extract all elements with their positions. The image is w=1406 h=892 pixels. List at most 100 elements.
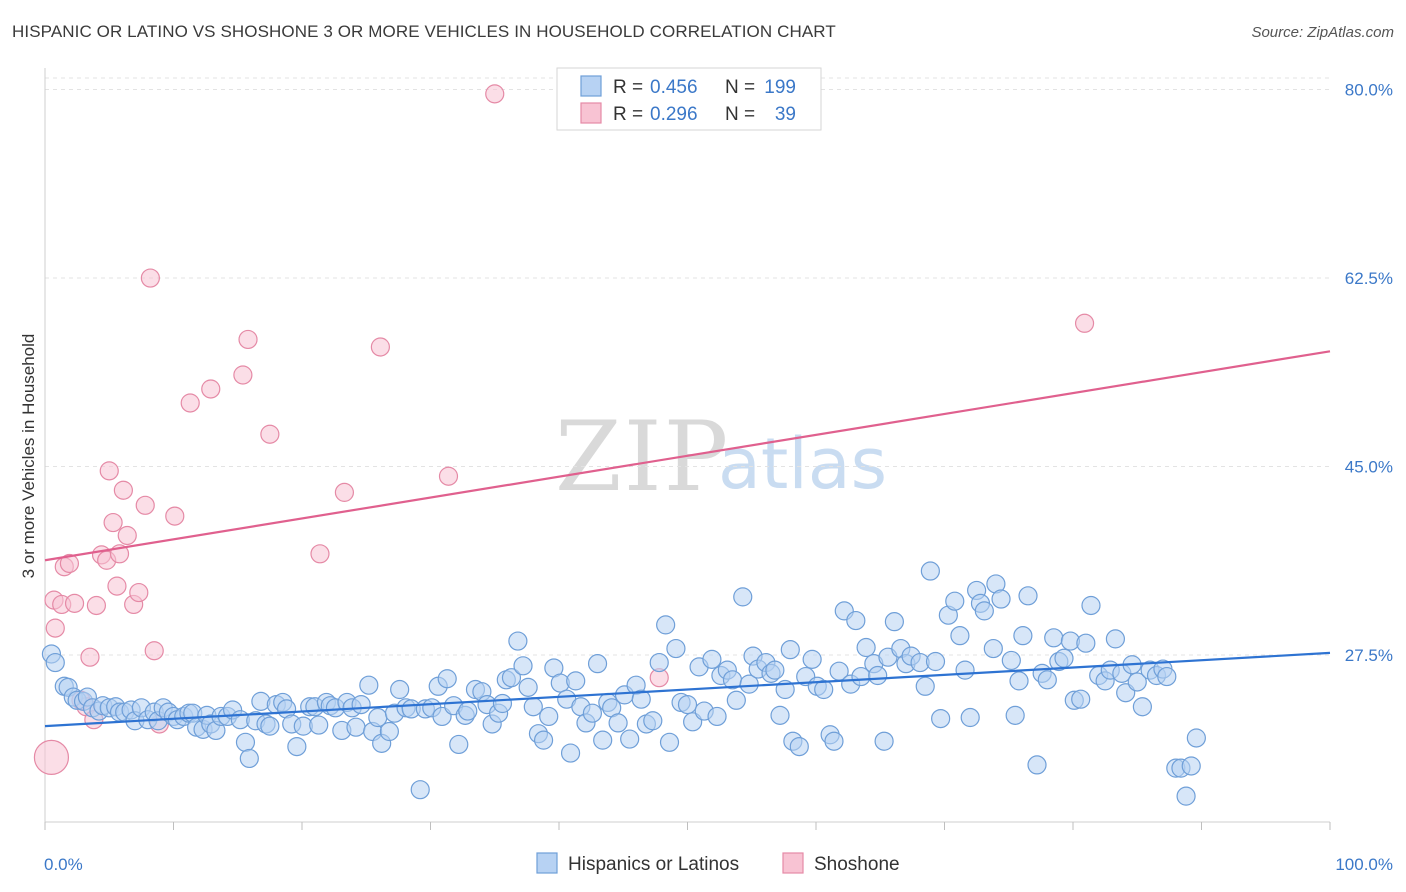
- shoshone-point: [144, 641, 164, 661]
- hispanic-point: [501, 668, 522, 688]
- hispanic-points: [41, 561, 1206, 806]
- shoshone-point: [59, 553, 80, 574]
- hispanic-point: [437, 669, 457, 689]
- hispanic-point: [251, 691, 271, 711]
- legend-swatch-blue: [580, 75, 602, 97]
- hispanic-point: [884, 612, 904, 632]
- shoshone-point: [117, 525, 137, 546]
- hispanic-point: [707, 706, 727, 727]
- hispanic-point: [1044, 628, 1064, 648]
- y-tick-label: 45.0%: [1345, 458, 1393, 477]
- hispanic-point: [856, 637, 876, 658]
- hispanic-point: [523, 697, 543, 717]
- legend-n-value-1: 199: [764, 77, 796, 98]
- shoshone-point: [370, 337, 390, 357]
- shoshone-point: [201, 379, 221, 399]
- hispanic-point: [1037, 670, 1057, 690]
- hispanic-point: [780, 640, 800, 660]
- watermark: ZIP atlas: [555, 401, 887, 513]
- hispanic-point: [508, 631, 528, 651]
- legend-n-label-1: N =: [725, 77, 755, 98]
- top-legend: R = 0.456 N = 199 R = 0.296 N = 39: [556, 67, 822, 131]
- shoshone-point: [99, 461, 119, 481]
- hispanic-point: [539, 706, 559, 727]
- hispanic-point: [410, 780, 430, 800]
- legend-r-label-1: R =: [613, 77, 643, 98]
- hispanic-point: [518, 677, 538, 697]
- hispanic-point: [991, 589, 1011, 609]
- hispanic-point: [677, 694, 698, 715]
- hispanic-point: [45, 652, 65, 673]
- hispanic-point: [513, 656, 533, 676]
- hispanic-point: [874, 731, 894, 751]
- x-axis-ticks: [44, 822, 1331, 830]
- hispanic-point: [582, 703, 603, 723]
- y-axis-title: 3 or more Vehicles in Household: [19, 334, 38, 579]
- hispanic-point: [983, 638, 1003, 659]
- y-tick-label: 80.0%: [1345, 81, 1393, 100]
- shoshone-point: [129, 582, 149, 603]
- shoshone-point: [135, 495, 155, 515]
- shoshone-point: [260, 424, 280, 444]
- hispanic-point: [1005, 705, 1025, 725]
- hispanic-trend-line: [44, 651, 1331, 728]
- hispanic-point: [739, 674, 759, 694]
- hispanic-point: [1013, 626, 1033, 646]
- hispanic-point: [770, 705, 790, 725]
- hispanic-point: [1081, 595, 1101, 616]
- chart-title: HISPANIC OR LATINO VS SHOSHONE 3 OR MORE…: [12, 22, 836, 41]
- shoshone-point: [334, 482, 355, 502]
- hispanic-point: [1027, 755, 1047, 775]
- hispanic-point: [359, 675, 379, 695]
- hispanic-point: [974, 601, 994, 621]
- bottom-legend-label-hispanic: Hispanics or Latinos: [568, 854, 739, 875]
- watermark-atlas: atlas: [718, 423, 887, 505]
- hispanic-point: [824, 731, 844, 751]
- bottom-legend-swatch-blue: [536, 852, 558, 874]
- hispanic-point: [931, 708, 951, 729]
- hispanic-point: [492, 693, 513, 714]
- hispanic-point: [950, 626, 970, 646]
- shoshone-point: [33, 739, 70, 775]
- hispanic-point: [239, 748, 259, 769]
- shoshone-point: [86, 595, 107, 616]
- hispanic-point: [656, 615, 676, 635]
- legend-r-value-2: 0.296: [650, 104, 698, 125]
- chart-source: Source: ZipAtlas.com: [1251, 24, 1394, 41]
- shoshone-point: [485, 84, 505, 104]
- hispanic-point: [802, 649, 822, 669]
- legend-r-label-2: R =: [613, 104, 643, 125]
- hispanic-point: [649, 652, 669, 673]
- hispanic-point: [560, 743, 581, 763]
- shoshone-trend-line: [44, 350, 1331, 562]
- hispanic-point: [608, 713, 628, 733]
- hispanic-point: [1181, 756, 1201, 776]
- hispanic-point: [915, 676, 935, 696]
- bottom-legend: Hispanics or Latinos Shoshone: [536, 852, 900, 875]
- legend-n-label-2: N =: [725, 104, 755, 125]
- bottom-legend-label-shoshone: Shoshone: [814, 854, 900, 875]
- shoshone-point: [103, 512, 123, 533]
- hispanic-point: [1127, 672, 1147, 692]
- shoshone-point: [238, 329, 258, 350]
- hispanic-point: [1105, 629, 1126, 649]
- hispanic-point: [960, 707, 980, 728]
- hispanic-point: [593, 730, 613, 750]
- hispanic-point: [1054, 648, 1074, 668]
- hispanic-point: [1018, 586, 1038, 606]
- hispanic-point: [925, 651, 946, 672]
- hispanic-point: [1186, 728, 1206, 748]
- y-tick-label: 62.5%: [1345, 269, 1393, 288]
- bottom-legend-swatch-pink: [782, 852, 804, 874]
- hispanic-point: [587, 654, 608, 674]
- shoshone-point: [180, 393, 200, 413]
- shoshone-points: [33, 84, 1095, 775]
- shoshone-point: [80, 647, 100, 667]
- legend-r-value-1: 0.456: [650, 77, 698, 98]
- hispanic-point: [1176, 786, 1196, 806]
- hispanic-point: [945, 591, 965, 611]
- hispanic-point: [533, 730, 554, 750]
- hispanic-point: [1076, 633, 1096, 653]
- hispanic-point: [309, 715, 329, 735]
- hispanic-point: [287, 736, 307, 757]
